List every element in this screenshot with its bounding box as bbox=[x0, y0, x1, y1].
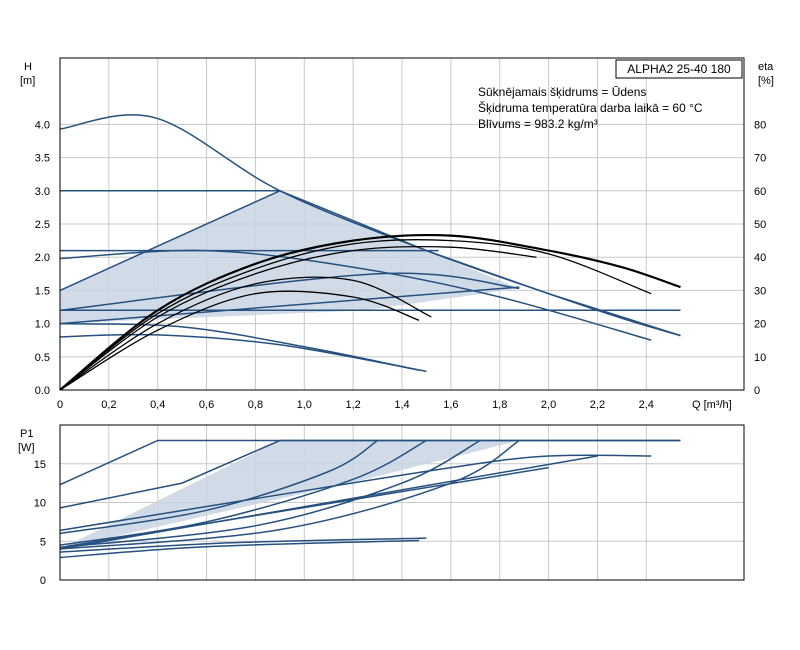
bottom-series-p1-pp-ii bbox=[59, 439, 379, 535]
x-tick-label: 1,4 bbox=[394, 399, 409, 411]
top-series-speed-curve-ii bbox=[59, 249, 652, 341]
eta-tick-label: 50 bbox=[754, 219, 766, 231]
eta-tick-label: 80 bbox=[754, 119, 766, 131]
p1-axis-unit: [W] bbox=[18, 442, 35, 454]
eta-tick-label: 10 bbox=[754, 352, 766, 364]
top-series-eta-3 bbox=[59, 239, 652, 391]
top-series-eta-0 bbox=[59, 290, 420, 391]
top-series-eta-1 bbox=[59, 276, 432, 391]
x-tick-label: 0 bbox=[57, 399, 63, 411]
x-tick-label: 0,4 bbox=[150, 399, 165, 411]
p1-axis-label: P1 bbox=[20, 428, 33, 440]
eta-tick-label: 0 bbox=[754, 385, 760, 397]
x-tick-label: 0,8 bbox=[248, 399, 263, 411]
bottom-plot-frame bbox=[59, 424, 745, 581]
p1-tick-label: 5 bbox=[40, 536, 46, 548]
x-tick-label: 1,6 bbox=[443, 399, 458, 411]
top-series-eta-2 bbox=[59, 245, 537, 391]
x-tick-label: 0,2 bbox=[101, 399, 116, 411]
top-series-group bbox=[59, 114, 681, 391]
x-tick-label: 1,8 bbox=[492, 399, 507, 411]
top-series-proportional-pressure-ii bbox=[59, 272, 520, 312]
h-tick-label: 4.0 bbox=[35, 119, 50, 131]
bottom-series-p1-min bbox=[59, 539, 420, 559]
bottom-series-p1-pp-iii-line bbox=[59, 466, 549, 549]
eta-tick-label: 20 bbox=[754, 319, 766, 331]
model-title: ALPHA2 25-40 180 bbox=[627, 62, 731, 76]
h-tick-label: 3.0 bbox=[35, 186, 50, 198]
top-series-eta-max bbox=[59, 233, 681, 391]
eta-tick-label: 70 bbox=[754, 153, 766, 165]
h-axis-unit: [m] bbox=[20, 75, 35, 87]
temperature-annotation: Šķidruma temperatūra darba laikā = 60 °C bbox=[478, 100, 703, 115]
bottom-series-p1-cp-ii bbox=[59, 439, 427, 546]
bottom-series-p1-speed-ii bbox=[59, 454, 652, 532]
h-axis-label: H bbox=[24, 61, 32, 73]
x-tick-label: 1,2 bbox=[345, 399, 360, 411]
bottom-y-tick-labels: 0 5 10 15 bbox=[34, 459, 46, 587]
bottom-series-p1-pp-i bbox=[59, 439, 481, 549]
h-tick-label: 2.0 bbox=[35, 252, 50, 264]
density-annotation: Blīvums = 983.2 kg/m³ bbox=[478, 117, 598, 131]
h-tick-label: 3.5 bbox=[35, 153, 50, 165]
top-series-max-curve bbox=[59, 114, 681, 337]
top-y-tick-labels: 0.0 0.5 1.0 1.5 2.0 2.5 3.0 3.5 4.0 bbox=[35, 119, 50, 397]
h-tick-label: 0.0 bbox=[35, 385, 50, 397]
eta-tick-label: 60 bbox=[754, 186, 766, 198]
top-series-proportional-pressure-i bbox=[59, 286, 520, 325]
h-tick-label: 1.0 bbox=[35, 319, 50, 331]
bottom-series-p1-cp-i bbox=[59, 439, 520, 550]
eta-tick-label: 30 bbox=[754, 285, 766, 297]
bottom-series-group bbox=[59, 439, 681, 559]
eta-axis-label: eta bbox=[758, 61, 774, 73]
x-tick-label: 0,6 bbox=[199, 399, 214, 411]
top-plot-frame bbox=[59, 57, 745, 391]
fluid-annotation: Sūknējamais šķidrums = Ūdens bbox=[478, 85, 646, 99]
p1-tick-label: 15 bbox=[34, 459, 46, 471]
top-y2-tick-labels: 0 10 20 30 40 50 60 70 80 bbox=[754, 119, 766, 397]
bottom-operating-area bbox=[60, 440, 520, 549]
h-tick-label: 2.5 bbox=[35, 219, 50, 231]
q-axis-label: Q [m³/h] bbox=[692, 399, 732, 411]
p1-tick-label: 0 bbox=[40, 575, 46, 587]
p1-tick-label: 10 bbox=[34, 498, 46, 510]
x-tick-label: 2,2 bbox=[590, 399, 605, 411]
h-tick-label: 1.5 bbox=[35, 285, 50, 297]
top-series-eta-speed-i bbox=[59, 322, 420, 371]
h-tick-label: 0.5 bbox=[35, 352, 50, 364]
top-x-tick-labels: 0 0,2 0,4 0,6 0,8 1,0 1,2 1,4 1,6 1,8 2,0 2,2 2,4 bbox=[57, 399, 654, 411]
eta-axis-unit: [%] bbox=[758, 75, 774, 87]
eta-tick-label: 40 bbox=[754, 252, 766, 264]
x-tick-label: 1,0 bbox=[297, 399, 312, 411]
top-series-speed-curve-i bbox=[59, 333, 427, 373]
model-title-box bbox=[615, 59, 743, 79]
x-tick-label: 2,4 bbox=[639, 399, 654, 411]
bottom-series-p1-speed-i bbox=[59, 537, 427, 553]
x-tick-label: 2,0 bbox=[541, 399, 556, 411]
